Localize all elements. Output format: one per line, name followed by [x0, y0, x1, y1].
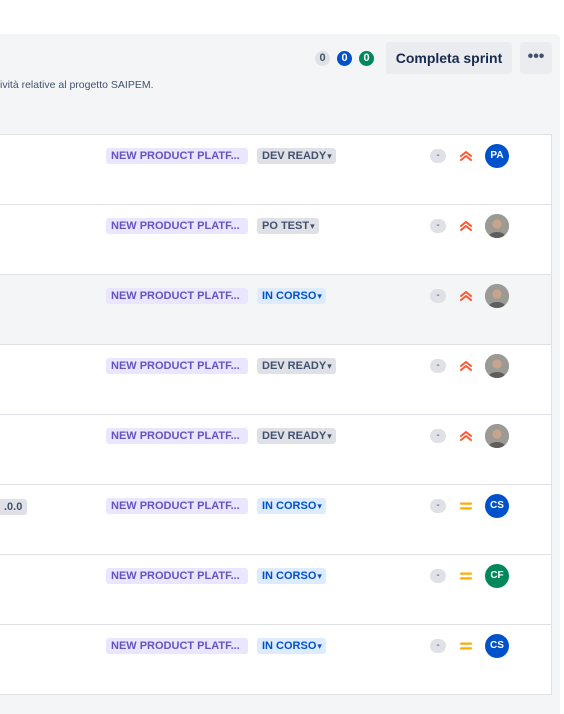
chevron-down-icon: ▾ — [327, 151, 332, 161]
more-actions-button[interactable]: ••• — [520, 42, 552, 74]
complete-sprint-button[interactable]: Completa sprint — [386, 42, 512, 74]
priority-medium-icon — [459, 569, 473, 583]
story-points-badge: - — [430, 289, 446, 303]
chevron-down-icon: ▾ — [327, 431, 332, 441]
status-label: DEV READY — [262, 150, 327, 162]
assignee-avatar[interactable]: PA — [485, 144, 509, 168]
issue-row[interactable]: NEW PRODUCT PLATF... PO TEST▾ - — [0, 205, 551, 275]
issue-row[interactable]: .0.0 NEW PRODUCT PLATF... IN CORSO▾ - CS — [0, 485, 551, 555]
fix-version-lozenge[interactable]: .0.0 — [0, 499, 28, 515]
assignee-avatar-photo[interactable] — [485, 424, 509, 448]
priority-high-icon — [459, 219, 473, 233]
priority-high-icon — [459, 359, 473, 373]
story-points-badge: - — [430, 359, 446, 373]
status-label: DEV READY — [262, 360, 327, 372]
sprint-description: ività relative al progetto SAIPEM. — [0, 79, 154, 91]
status-dropdown[interactable]: IN CORSO▾ — [257, 498, 326, 514]
priority-high-icon — [459, 289, 473, 303]
assignee-avatar[interactable]: CF — [485, 564, 509, 588]
epic-lozenge[interactable]: NEW PRODUCT PLATF... — [106, 428, 248, 444]
assignee-avatar-photo[interactable] — [485, 284, 509, 308]
issue-row[interactable]: NEW PRODUCT PLATF... IN CORSO▾ - — [0, 275, 551, 345]
todo-count-badge: 0 — [315, 51, 330, 66]
status-label: IN CORSO — [262, 640, 317, 652]
status-label: IN CORSO — [262, 570, 317, 582]
epic-lozenge[interactable]: NEW PRODUCT PLATF... — [106, 358, 248, 374]
priority-medium-icon — [459, 499, 473, 513]
assignee-avatar-photo[interactable] — [485, 354, 509, 378]
epic-lozenge[interactable]: NEW PRODUCT PLATF... — [106, 288, 248, 304]
priority-high-icon — [459, 429, 473, 443]
issue-row[interactable]: NEW PRODUCT PLATF... DEV READY▾ - — [0, 415, 551, 485]
status-dropdown[interactable]: DEV READY▾ — [257, 428, 336, 444]
issue-row[interactable]: NEW PRODUCT PLATF... IN CORSO▾ - CF — [0, 555, 551, 625]
status-label: IN CORSO — [262, 290, 317, 302]
issue-list: NEW PRODUCT PLATF... DEV READY▾ - PA NEW PRO… — [0, 134, 552, 695]
priority-high-icon — [459, 149, 473, 163]
chevron-down-icon: ▾ — [317, 291, 322, 301]
issue-row[interactable]: NEW PRODUCT PLATF... IN CORSO▾ - CS — [0, 625, 551, 695]
chevron-down-icon: ▾ — [317, 501, 322, 511]
epic-lozenge[interactable]: NEW PRODUCT PLATF... — [106, 638, 248, 654]
status-dropdown[interactable]: DEV READY▾ — [257, 148, 336, 164]
epic-lozenge[interactable]: NEW PRODUCT PLATF... — [106, 148, 248, 164]
chevron-down-icon: ▾ — [310, 221, 315, 231]
story-points-badge: - — [430, 149, 446, 163]
issue-row[interactable]: NEW PRODUCT PLATF... DEV READY▾ - — [0, 345, 551, 415]
status-label: IN CORSO — [262, 500, 317, 512]
status-dropdown[interactable]: DEV READY▾ — [257, 358, 336, 374]
epic-lozenge[interactable]: NEW PRODUCT PLATF... — [106, 498, 248, 514]
story-points-badge: - — [430, 569, 446, 583]
status-dropdown[interactable]: IN CORSO▾ — [257, 568, 326, 584]
story-points-badge: - — [430, 499, 446, 513]
status-dropdown[interactable]: IN CORSO▾ — [257, 288, 326, 304]
chevron-down-icon: ▾ — [317, 571, 322, 581]
status-dropdown[interactable]: IN CORSO▾ — [257, 638, 326, 654]
story-points-badge: - — [430, 219, 446, 233]
in-progress-count-badge: 0 — [337, 51, 352, 66]
status-label: DEV READY — [262, 430, 327, 442]
done-count-badge: 0 — [359, 51, 374, 66]
assignee-avatar[interactable]: CS — [485, 634, 509, 658]
chevron-down-icon: ▾ — [327, 361, 332, 371]
epic-lozenge[interactable]: NEW PRODUCT PLATF... — [106, 218, 248, 234]
chevron-down-icon: ▾ — [317, 641, 322, 651]
status-dropdown[interactable]: PO TEST▾ — [257, 218, 319, 234]
status-label: PO TEST — [262, 220, 310, 232]
story-points-badge: - — [430, 639, 446, 653]
story-points-badge: - — [430, 429, 446, 443]
priority-medium-icon — [459, 639, 473, 653]
issue-row[interactable]: NEW PRODUCT PLATF... DEV READY▾ - PA — [0, 135, 551, 205]
epic-lozenge[interactable]: NEW PRODUCT PLATF... — [106, 568, 248, 584]
assignee-avatar[interactable]: CS — [485, 494, 509, 518]
assignee-avatar-photo[interactable] — [485, 214, 509, 238]
